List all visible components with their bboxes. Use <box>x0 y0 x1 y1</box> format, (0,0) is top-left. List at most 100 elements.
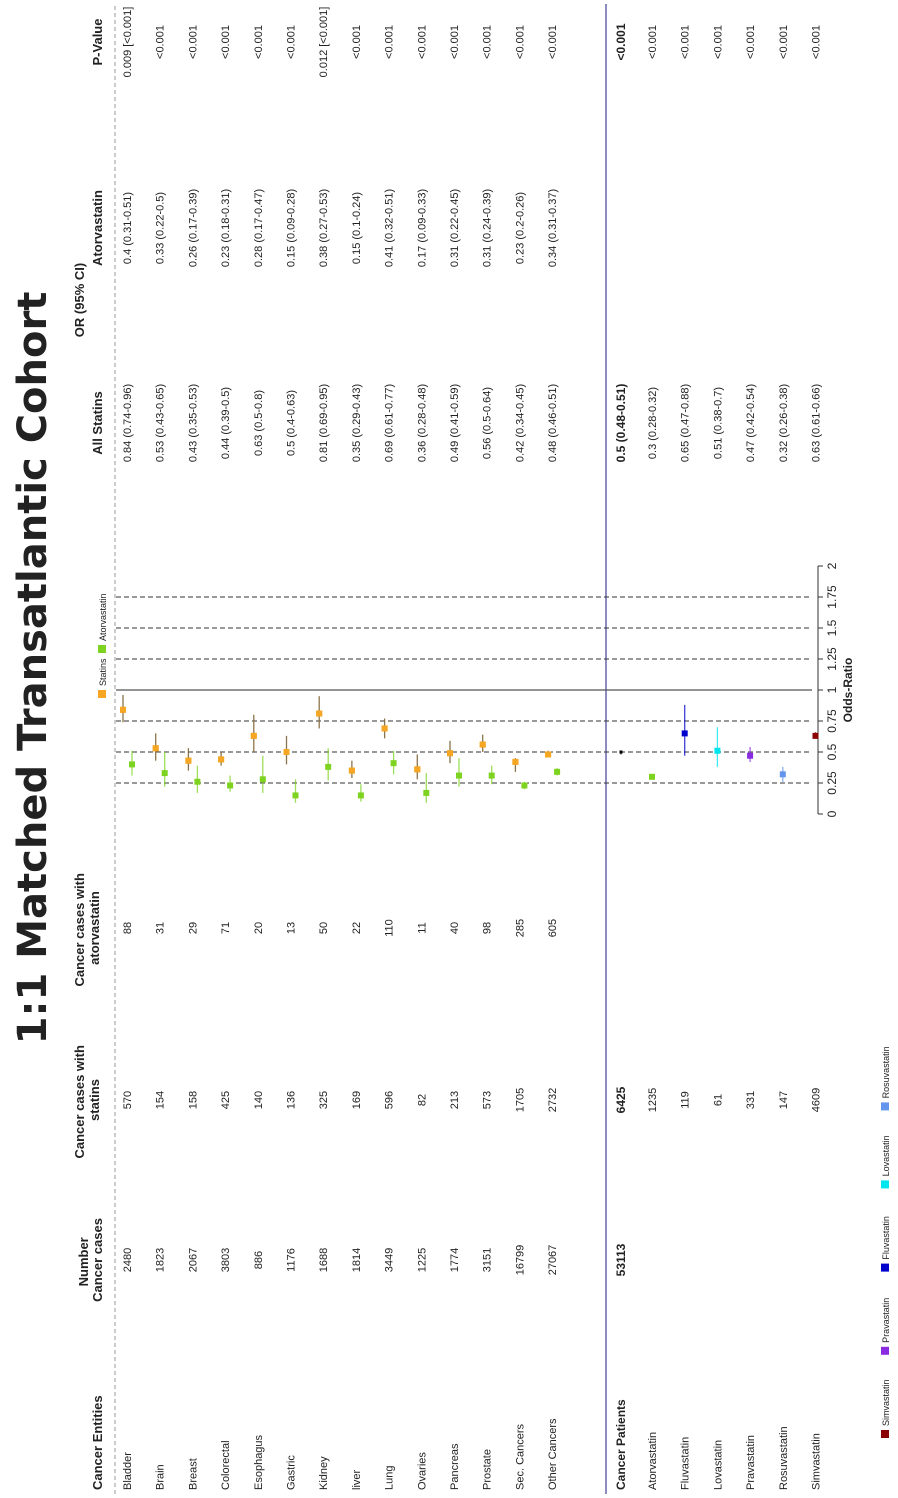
atorvastatin-point-marker <box>521 782 528 789</box>
statin-cases: 154 <box>155 1091 167 1109</box>
atorvastatin-cases: 40 <box>449 922 461 934</box>
atorvastatin-point-marker <box>456 772 462 779</box>
drug-statin-cases: 119 <box>680 1091 692 1109</box>
x-tick-label: 2 <box>825 562 839 569</box>
atorvastatin-cases: 98 <box>482 922 494 934</box>
drug-statin-cases: 147 <box>778 1091 790 1109</box>
summary-or: 0.5 (0.48-0.51) <box>614 384 628 463</box>
legend-label: Pravastatin <box>881 1298 891 1343</box>
atorvastatin-point <box>292 779 299 803</box>
statin-cases: 169 <box>351 1091 363 1109</box>
atorvastatin-point-marker <box>259 776 266 783</box>
entity-name: Breast <box>187 1458 199 1490</box>
drug-or: 0.3 (0.28-0.32) <box>647 387 659 459</box>
atorvastatin-or: 0.41 (0.32-0.51) <box>384 189 396 267</box>
drug-statin-cases: 1235 <box>647 1088 659 1112</box>
table-row: Colorectal 3803 425 71 0.44 (0.39-0.5) 0.23 (… <box>220 25 232 1490</box>
summary-name: Cancer Patients <box>614 1399 628 1490</box>
all-statins-or: 0.42 (0.34-0.45) <box>514 384 526 462</box>
header-atorvastatin-or: Atorvastatin <box>90 190 105 266</box>
number-cases: 2480 <box>122 1248 134 1272</box>
statins-marker-top <box>316 710 323 717</box>
statins-marker-top <box>381 725 388 732</box>
header-pvalue: P-Value <box>90 19 105 66</box>
table-row: Other Cancers 27067 2732 605 0.48 (0.46-0.51… <box>547 25 559 1490</box>
drug-point <box>779 766 786 782</box>
atorvastatin-cases: 29 <box>187 922 199 934</box>
forest-plot: 0 0.25 0.5 0.75 1 1.25 1.5 1.75 2 Odds-Ratio <box>116 562 855 817</box>
summary-p: <0.001 <box>614 23 628 60</box>
atorvastatin-cases: 110 <box>384 919 396 937</box>
statins-marker-top <box>152 745 159 752</box>
p-value: 0.012 [<0.001] <box>318 7 330 78</box>
atorvastatin-point <box>456 758 462 787</box>
atorvastatin-point <box>194 765 201 793</box>
atorvastatin-point <box>357 784 364 802</box>
entity-name: Gastric <box>286 1455 298 1490</box>
legend-statins-swatch <box>98 690 106 698</box>
atorvastatin-cases: 20 <box>253 922 265 934</box>
x-axis-label: Odds-Ratio <box>841 658 855 723</box>
entity-name: Sec. Cancers <box>514 1423 526 1490</box>
statins-marker-top <box>348 767 355 774</box>
legend-statins-label: Statins <box>98 658 108 686</box>
header-atorvastatin-line1: Cancer cases with <box>72 873 87 987</box>
all-statins-or: 0.5 (0.4-0.63) <box>286 390 298 456</box>
p-value: <0.001 <box>416 25 428 59</box>
all-statins-or: 0.63 (0.5-0.8) <box>253 390 265 456</box>
number-cases: 27067 <box>547 1245 559 1276</box>
header-number-line1: Number <box>76 1237 91 1286</box>
atorvastatin-or: 0.31 (0.24-0.39) <box>482 189 494 267</box>
atorvastatin-point-marker <box>488 772 495 779</box>
atorvastatin-cases: 71 <box>220 922 232 934</box>
legend-atorvastatin-swatch <box>98 645 106 653</box>
summary-number: 53113 <box>614 1243 628 1276</box>
statins-marker-top <box>447 750 453 757</box>
drug-point-marker <box>681 730 688 737</box>
all-statins-or: 0.69 (0.61-0.77) <box>384 384 396 462</box>
x-tick-label: 0.5 <box>825 743 839 760</box>
legend-label: Rosuvastatin <box>881 1046 891 1098</box>
statin-cases: 140 <box>253 1091 265 1109</box>
drug-point <box>747 747 754 762</box>
entity-table: Bladder 2480 570 88 0.84 (0.74-0.96) 0.4 (0.3… <box>122 7 559 1490</box>
atorvastatin-point <box>423 773 430 803</box>
drug-name: Simvastatin <box>811 1433 823 1490</box>
drug-or: 0.51 (0.38-0.7) <box>712 387 724 459</box>
table-row: Fluvastatin 119 0.65 (0.47-0.88) <0.001 <box>680 25 692 1490</box>
number-cases: 3449 <box>384 1248 396 1272</box>
entity-name: Brain <box>155 1464 167 1490</box>
atorvastatin-point-marker <box>194 778 201 785</box>
summary-row: Cancer Patients 53113 6425 0.5 (0.48-0.51) <… <box>614 23 628 1490</box>
statin-cases: 596 <box>384 1091 396 1109</box>
p-value: <0.001 <box>187 25 199 59</box>
entity-name: Prostate <box>482 1449 494 1490</box>
atorvastatin-cases: 285 <box>514 919 526 937</box>
all-statins-or: 0.35 (0.29-0.43) <box>351 384 363 462</box>
drug-or: 0.32 (0.26-0.38) <box>778 384 790 462</box>
p-value: <0.001 <box>547 25 559 59</box>
table-row: Esophagus 886 140 20 0.63 (0.5-0.8) 0.28 (0.1… <box>253 25 265 1490</box>
table-row: Lung 3449 596 110 0.69 (0.61-0.77) 0.41 (0.32… <box>384 25 396 1490</box>
table-row: Ovaries 1225 82 11 0.36 (0.28-0.48) 0.17 (0.0… <box>416 25 428 1490</box>
x-tick-label: 1.5 <box>825 619 839 636</box>
entity-name: Kidney <box>318 1456 330 1490</box>
drug-name: Rosuvastatin <box>778 1426 790 1490</box>
atorvastatin-point <box>521 781 528 790</box>
entity-name: Pancreas <box>449 1443 461 1490</box>
drug-p-value: <0.001 <box>745 25 757 59</box>
drug-p-value: <0.001 <box>712 25 724 59</box>
summary-statins: 6425 <box>614 1086 628 1113</box>
legend-swatch <box>881 1102 889 1111</box>
atorvastatin-point-marker <box>390 760 397 767</box>
summary-point <box>619 750 623 755</box>
header-or-group: OR (95% CI) <box>72 263 87 337</box>
p-value: <0.001 <box>384 25 396 59</box>
table-row: Pancreas 1774 213 40 0.49 (0.41-0.59) 0.31 (0… <box>449 25 461 1490</box>
table-row: Pravastatin 331 0.47 (0.42-0.54) <0.001 <box>745 25 757 1490</box>
drug-p-value: <0.001 <box>680 25 692 59</box>
atorvastatin-point-marker <box>161 770 168 777</box>
statins-marker-top <box>512 758 519 765</box>
atorvastatin-point <box>390 750 397 775</box>
